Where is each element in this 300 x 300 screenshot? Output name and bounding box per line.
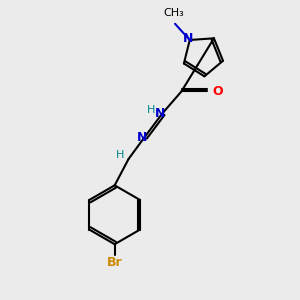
Text: Br: Br [107,256,122,269]
Text: O: O [212,85,223,98]
Text: CH₃: CH₃ [163,8,184,19]
Text: N: N [155,107,165,120]
Text: H: H [116,151,124,160]
Text: H: H [146,105,155,115]
Text: N: N [183,32,194,45]
Text: N: N [137,131,148,144]
